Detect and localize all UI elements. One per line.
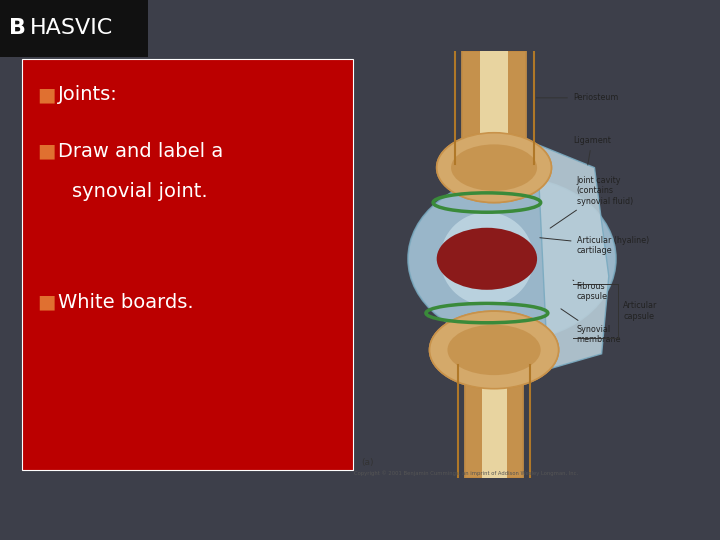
Ellipse shape: [437, 133, 552, 202]
Polygon shape: [508, 51, 526, 156]
Text: ■: ■: [37, 141, 56, 161]
Text: (a): (a): [361, 458, 374, 467]
Text: ■: ■: [37, 293, 56, 312]
Text: synovial joint.: synovial joint.: [72, 182, 207, 201]
Ellipse shape: [408, 177, 616, 340]
Ellipse shape: [430, 311, 559, 389]
Polygon shape: [480, 51, 508, 156]
Text: B: B: [9, 18, 26, 38]
Text: HASVIC: HASVIC: [30, 18, 114, 38]
Text: Fibrous
capsule: Fibrous capsule: [573, 280, 608, 301]
Ellipse shape: [447, 325, 541, 375]
Text: Ligament: Ligament: [573, 136, 611, 165]
Text: Periosteum: Periosteum: [536, 93, 618, 103]
Polygon shape: [462, 51, 526, 160]
Ellipse shape: [441, 212, 534, 305]
Text: White boards.: White boards.: [58, 293, 193, 312]
Text: Joints:: Joints:: [58, 85, 117, 104]
Polygon shape: [482, 373, 507, 478]
Ellipse shape: [437, 228, 537, 290]
Ellipse shape: [451, 144, 537, 191]
Polygon shape: [537, 144, 609, 369]
Text: Synovial
membrane: Synovial membrane: [561, 309, 621, 344]
Ellipse shape: [451, 144, 537, 191]
Polygon shape: [462, 51, 480, 156]
Ellipse shape: [430, 311, 559, 389]
Text: Draw and label a: Draw and label a: [58, 141, 223, 161]
Text: Articular
capsule: Articular capsule: [623, 301, 657, 321]
Ellipse shape: [442, 230, 531, 288]
Text: Joint cavity
(contains
synovial fluid): Joint cavity (contains synovial fluid): [550, 176, 633, 228]
Text: ■: ■: [37, 85, 56, 104]
Text: Copyright © 2001 Benjamin Cummings, an imprint of Addison Wesley Longman, Inc.: Copyright © 2001 Benjamin Cummings, an i…: [354, 470, 578, 476]
FancyBboxPatch shape: [22, 59, 353, 470]
Ellipse shape: [437, 133, 552, 202]
Polygon shape: [465, 373, 482, 478]
Text: Articular (hyaline)
cartilage: Articular (hyaline) cartilage: [540, 235, 649, 255]
Polygon shape: [507, 373, 523, 478]
Ellipse shape: [447, 325, 541, 375]
Polygon shape: [465, 369, 523, 478]
FancyBboxPatch shape: [0, 0, 148, 57]
